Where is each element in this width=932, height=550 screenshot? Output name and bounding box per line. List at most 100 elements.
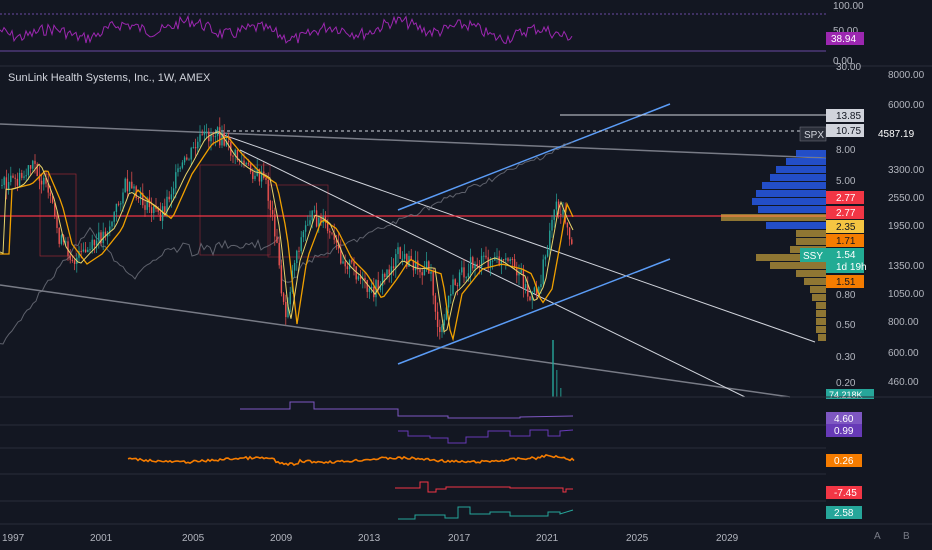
candle-body (542, 259, 544, 285)
candle-body (509, 258, 511, 262)
candle-body (529, 296, 531, 301)
candle-body (454, 279, 456, 286)
candle-body (82, 249, 85, 252)
candle-body (302, 231, 305, 238)
volume-profile-bar (762, 182, 826, 189)
candle-body (115, 203, 118, 212)
main-price-panel (0, 103, 827, 398)
candle-body (139, 192, 142, 198)
candle-body (205, 131, 208, 133)
price-axis-right-label: 1050.00 (888, 289, 925, 300)
candle-body (91, 239, 93, 250)
candle-body (406, 253, 408, 267)
candle-body (346, 266, 349, 270)
channel-upper (397, 103, 671, 211)
candle-body (368, 288, 371, 292)
volume-profile-bar (770, 262, 826, 269)
price-axis-left-label: 30.00 (836, 62, 861, 73)
price-axis-right-label: 4587.19 (878, 129, 915, 140)
candle-body (560, 213, 562, 215)
candle-body (131, 181, 133, 189)
candle-body (157, 208, 159, 212)
volume-profile-bar (816, 310, 826, 317)
candle-body (49, 192, 52, 196)
candle-body (304, 225, 307, 232)
candle-body (355, 266, 357, 280)
price-badge-bg (826, 124, 864, 137)
sub-panel-2-line (398, 429, 574, 444)
spx-compare-line (0, 140, 574, 345)
candle-body (410, 255, 412, 261)
price-axis-left-label: 0.80 (836, 290, 856, 301)
candle-body (40, 180, 43, 185)
sub-panel-3-line (127, 453, 575, 467)
time-axis-label: 2021 (536, 533, 559, 544)
candle-body (340, 248, 342, 264)
auto-scale-button[interactable]: A (874, 531, 881, 542)
moving-average-orange (0, 136, 574, 342)
candle-body (535, 287, 538, 295)
sub-panel-4-line (395, 481, 573, 493)
candle-body (247, 162, 250, 164)
candle-body (267, 179, 269, 201)
price-axis-left-label: 2.35 (836, 222, 856, 233)
candle-body (467, 273, 470, 278)
candle-body (381, 273, 384, 286)
volume-profile-bar (756, 254, 826, 261)
candle-body (201, 134, 203, 136)
volume-profile-bar (776, 166, 826, 173)
log-scale-button[interactable]: B (903, 531, 910, 542)
price-badge-bg (826, 206, 864, 219)
sub-panel-value-badge: 4.60 (834, 414, 854, 425)
candle-body (538, 287, 540, 295)
candle-body (14, 177, 16, 179)
candle-body (34, 160, 36, 164)
candle-body (507, 258, 509, 262)
candle-body (144, 205, 146, 210)
candle-body (269, 200, 272, 211)
candle-body (553, 209, 555, 220)
candle-body (179, 167, 181, 169)
candle-body (280, 265, 283, 294)
trendline-white-1 (214, 131, 816, 343)
volume-badge-bg (826, 389, 874, 399)
candle-body (7, 182, 10, 191)
candle-body (183, 157, 186, 163)
candle-body (265, 178, 267, 180)
candle-body (491, 260, 494, 262)
candle-body (210, 135, 212, 142)
candle-body (401, 258, 404, 260)
candle-body (485, 255, 487, 258)
volume-profile-bar (758, 206, 826, 213)
candle-body (120, 203, 122, 205)
candle-body (16, 178, 19, 186)
candle-body (502, 259, 505, 261)
time-axis-label: 2009 (270, 533, 293, 544)
rsi-tick-50: 50.00 (833, 26, 858, 37)
price-badge-bg (826, 191, 864, 204)
candle-body (150, 207, 153, 214)
trendline-white-2 (239, 149, 746, 398)
candle-body (403, 253, 406, 259)
candle-body (307, 224, 309, 226)
candle-body (430, 271, 432, 274)
candle-body (384, 273, 386, 277)
candle-body (133, 186, 135, 189)
candle-body (5, 177, 8, 191)
volume-profile-bar (766, 222, 826, 229)
candle-body (282, 293, 285, 302)
candle-body (278, 242, 280, 266)
ssy-badge: SSY (803, 251, 823, 262)
candle-body (524, 284, 527, 288)
candle-body (104, 231, 107, 237)
spx-value-badge-bg (872, 127, 928, 140)
candle-body (379, 285, 382, 291)
sub-panel-5-line (398, 506, 574, 520)
volume-profile-bar (721, 214, 826, 221)
candle-body (434, 295, 437, 312)
candle-body (98, 232, 100, 241)
trendline-gray-upper (0, 123, 827, 159)
candle-body (335, 239, 338, 243)
candle-body (533, 287, 536, 292)
